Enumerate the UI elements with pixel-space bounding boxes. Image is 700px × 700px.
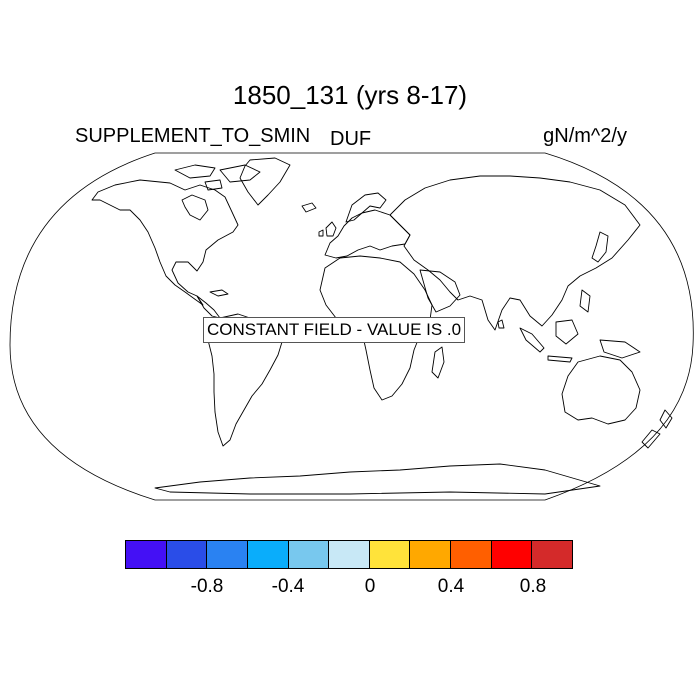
colorbar-segment bbox=[288, 541, 330, 568]
units-label: gN/m^2/y bbox=[543, 125, 627, 147]
colorbar-label: 0.8 bbox=[519, 576, 547, 597]
japan-coast bbox=[591, 231, 609, 263]
hudson-bay-coast bbox=[181, 194, 209, 221]
colorbar-label: -0.4 bbox=[271, 576, 305, 597]
coastlines bbox=[91, 157, 673, 495]
colorbar-segment bbox=[410, 541, 452, 568]
caribbean-coast bbox=[209, 289, 229, 297]
colorbar-segment bbox=[207, 541, 248, 568]
colorbar-label: -0.8 bbox=[190, 576, 224, 597]
variable-name: SUPPLEMENT_TO_SMIN bbox=[75, 125, 311, 147]
colorbar-label: 0 bbox=[364, 576, 376, 597]
arabia-coast bbox=[419, 269, 461, 313]
north-america-coast bbox=[91, 179, 239, 306]
iceland-coast bbox=[301, 202, 317, 213]
new-zealand-coast bbox=[641, 409, 673, 449]
madagascar-coast bbox=[431, 346, 445, 379]
plot-title: 1850_131 (yrs 8-17) bbox=[232, 80, 468, 110]
philippines-coast bbox=[579, 289, 591, 313]
colorbar-segment bbox=[369, 541, 411, 568]
british-isles-coast bbox=[318, 221, 337, 237]
colorbar bbox=[125, 540, 573, 569]
colorbar-segment bbox=[532, 541, 573, 568]
australia-coast bbox=[561, 355, 641, 425]
new-guinea-coast bbox=[599, 339, 641, 359]
scandinavia-coast bbox=[345, 192, 387, 223]
colorbar-segment bbox=[166, 541, 208, 568]
antarctica-coast bbox=[154, 463, 601, 495]
colorbar-label: 0.4 bbox=[437, 576, 465, 597]
asia-coast bbox=[389, 175, 641, 331]
borneo-coast bbox=[555, 319, 579, 345]
colorbar-segment bbox=[126, 541, 167, 568]
colorbar-segment bbox=[247, 541, 289, 568]
sumatra-coast bbox=[519, 327, 545, 353]
colorbar-segment bbox=[491, 541, 533, 568]
colorbar-segment bbox=[329, 541, 370, 568]
java-coast bbox=[547, 355, 573, 363]
colorbar-segment bbox=[451, 541, 492, 568]
variable-suffix: DUF bbox=[330, 128, 372, 150]
arctic-islands-coast bbox=[174, 164, 261, 191]
sri-lanka-coast bbox=[497, 319, 505, 329]
greenland-coast bbox=[239, 157, 291, 206]
constant-field-notice: CONSTANT FIELD - VALUE IS .0 bbox=[203, 317, 466, 343]
